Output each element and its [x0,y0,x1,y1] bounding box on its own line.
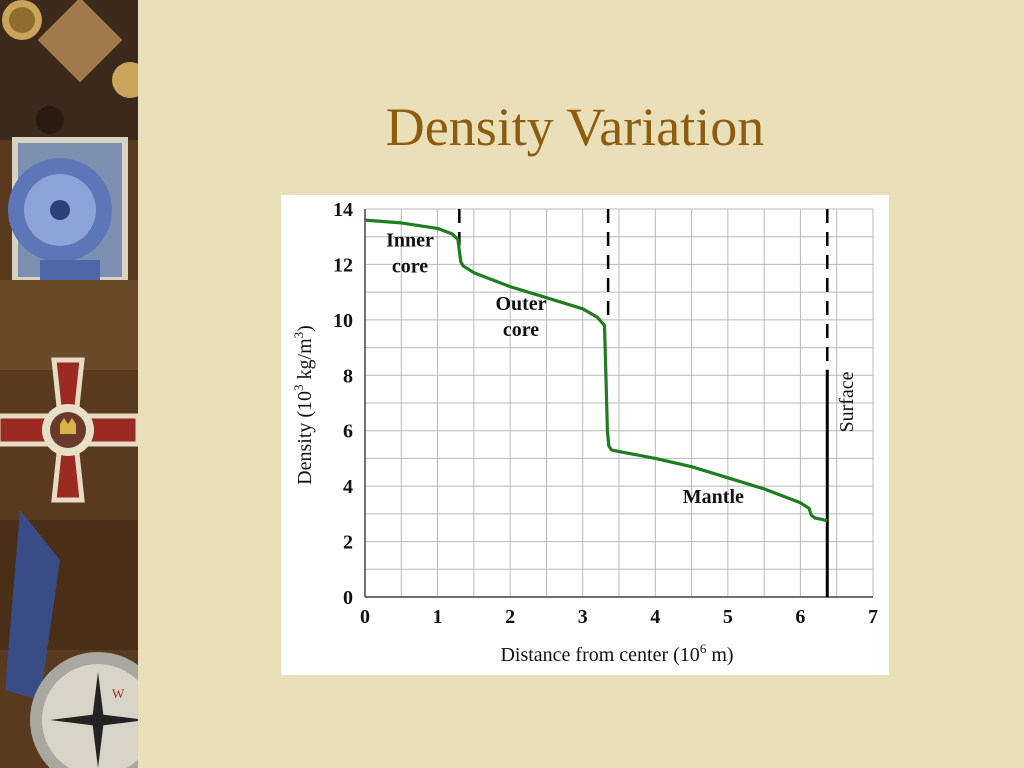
x-tick-label: 6 [795,606,805,628]
region-labels: Inner core Outer core Mantle [386,229,744,507]
coin-icon [112,62,138,98]
x-tick-label: 5 [723,606,733,628]
y-axis-label: Density (103 kg/m3) [291,325,316,485]
grid [364,208,874,598]
x-axis-label: Distance from center (106 m) [500,641,733,666]
x-tick-label: 3 [578,606,588,628]
slide-title: Density Variation [385,97,765,157]
y-tick-label: 6 [343,421,353,443]
y-tick-label: 14 [333,199,353,221]
decorative-medal-collage: W [0,0,138,768]
x-tick-label: 4 [650,606,660,628]
x-tick-labels: 0 1 2 3 4 5 6 7 [360,606,878,628]
x-tick-label: 7 [868,606,878,628]
density-curve-line [364,218,828,523]
surface-label: Surface [836,371,858,432]
region-label: Outer core [495,293,546,341]
y-tick-labels: 0 2 4 6 8 10 12 14 [333,199,353,609]
region-label: Inner core [386,229,434,277]
y-tick-label: 0 [343,587,353,609]
y-tick-label: 2 [343,532,353,554]
svg-text:W: W [112,686,125,701]
cross-medal-icon [0,357,138,503]
x-tick-label: 1 [433,606,443,628]
x-tick-label: 0 [360,606,370,628]
y-tick-label: 10 [333,310,353,332]
y-tick-label: 12 [333,254,353,276]
y-tick-label: 8 [343,365,353,387]
x-tick-label: 2 [505,606,515,628]
y-tick-label: 4 [343,476,353,498]
region-label: Mantle [683,486,744,508]
